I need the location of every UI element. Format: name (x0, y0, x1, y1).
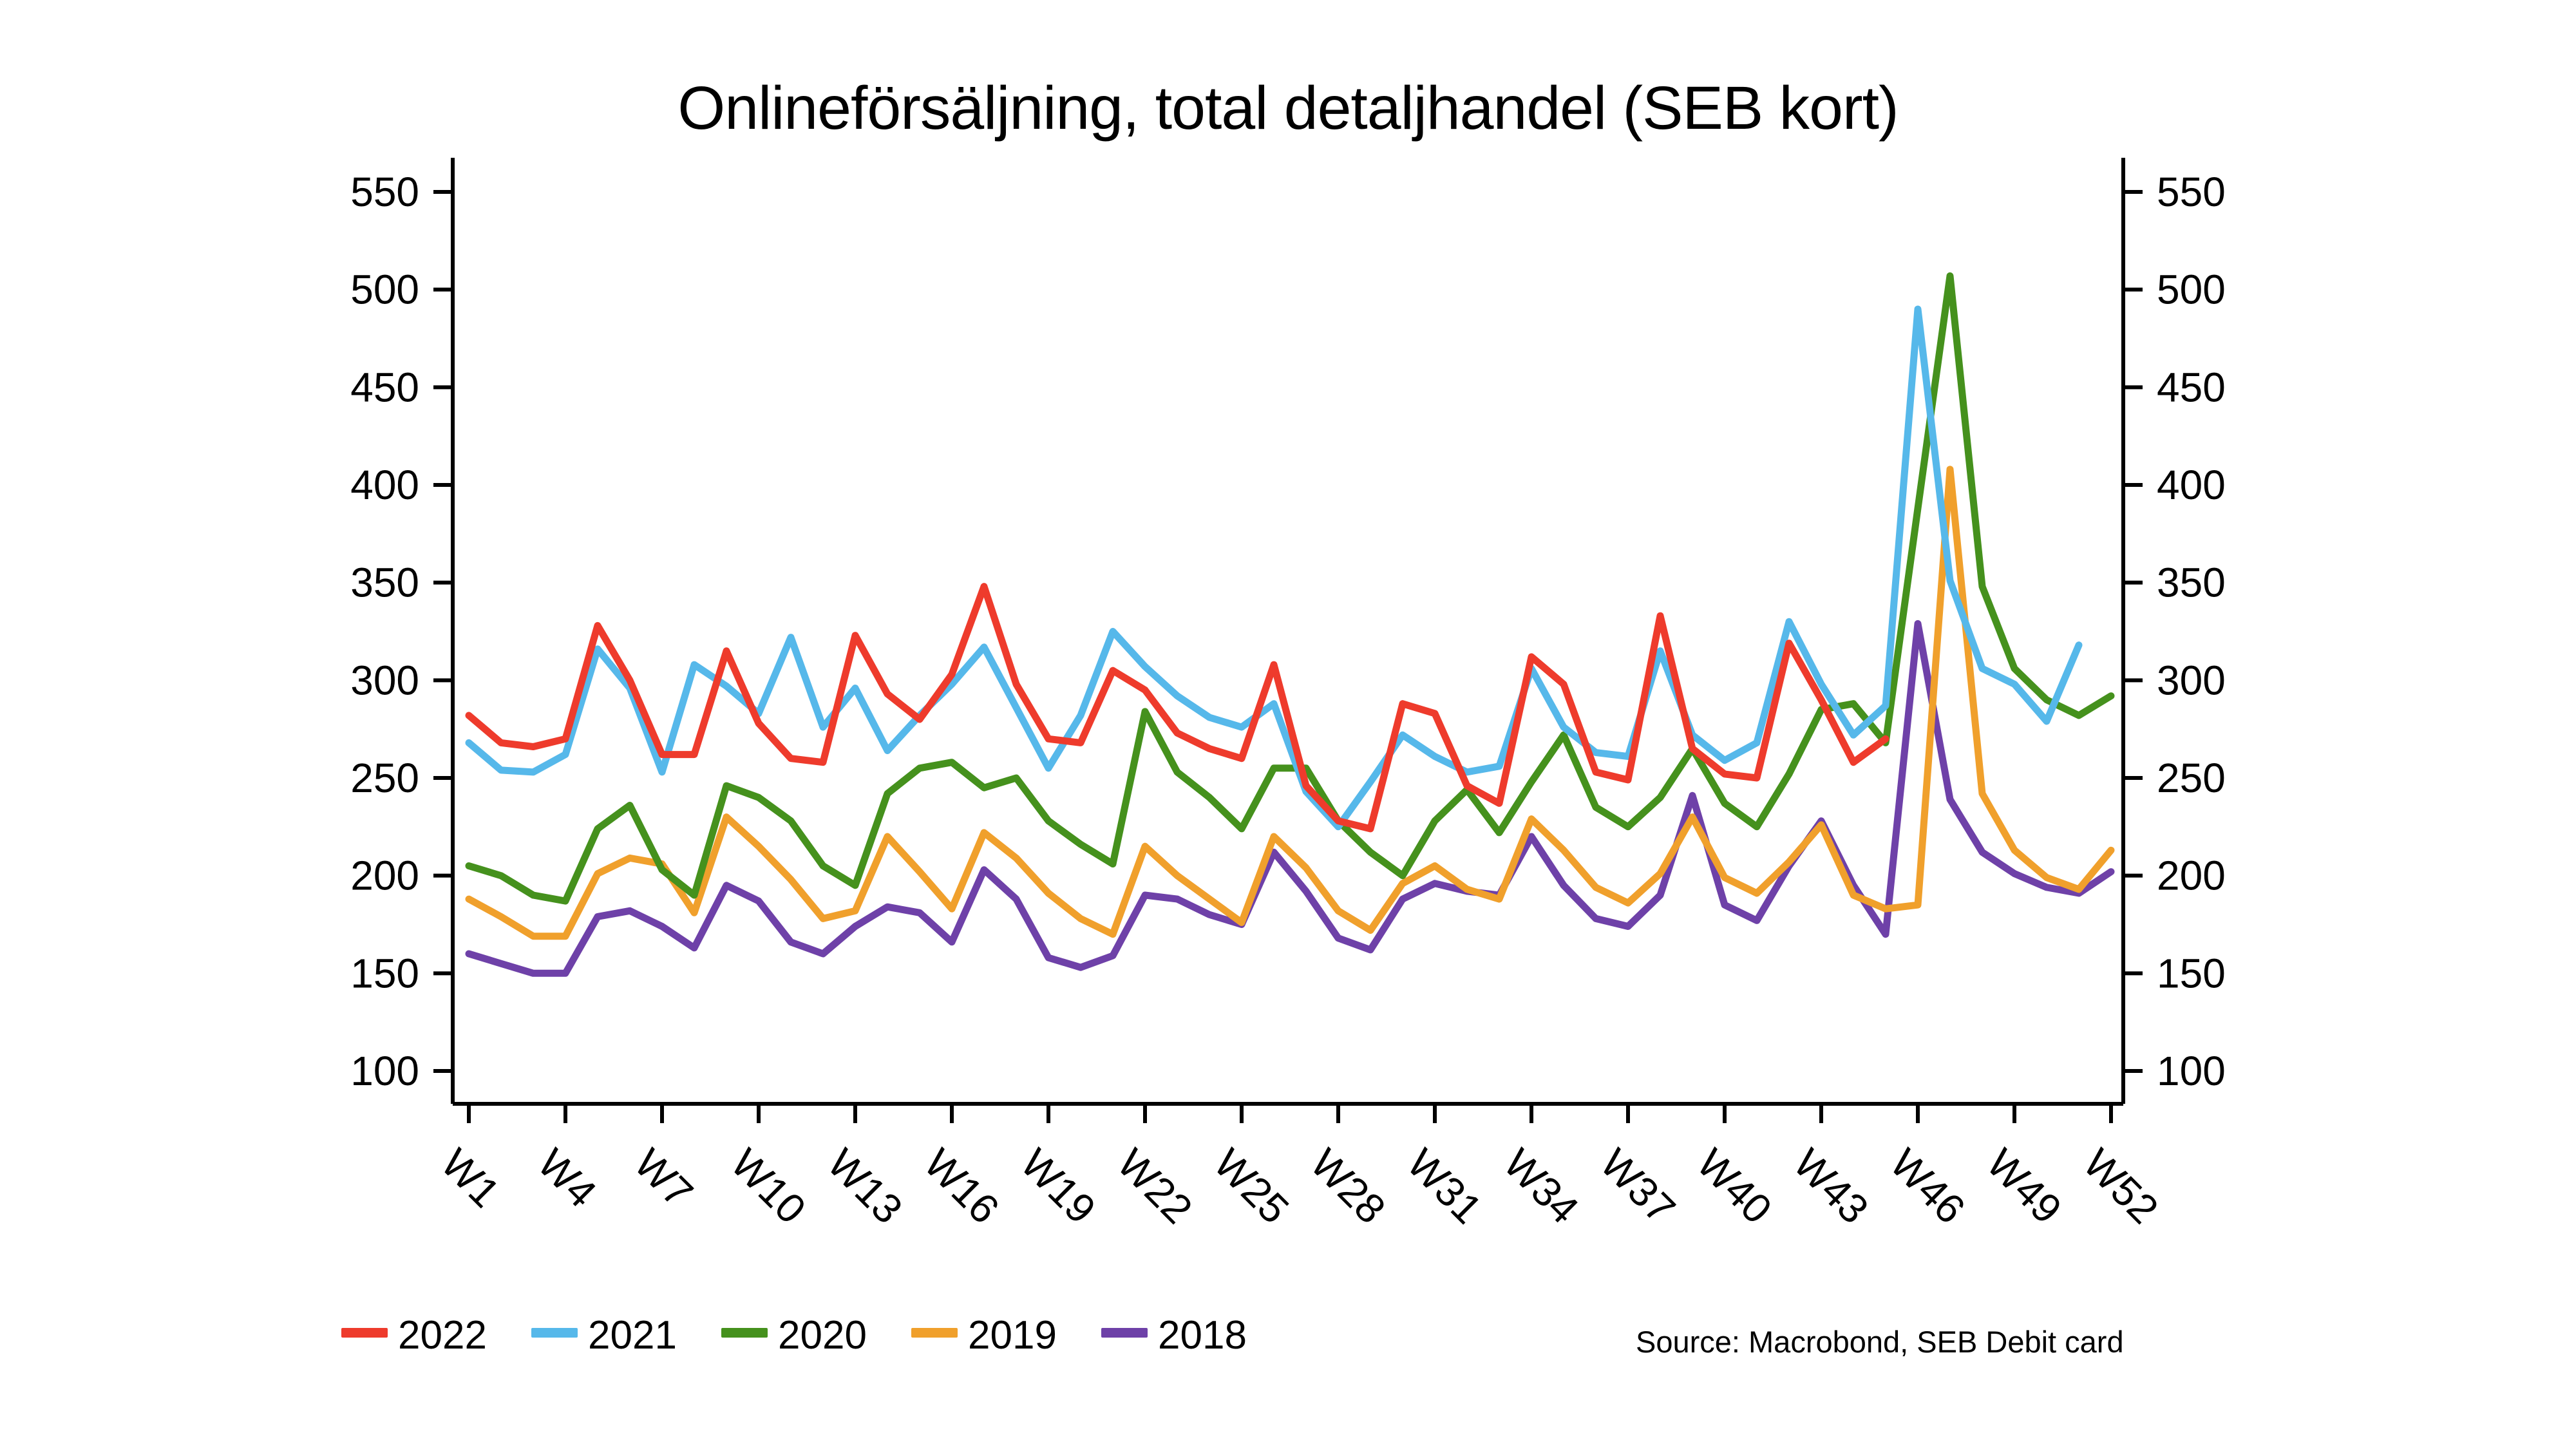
y-tick-label-right: 100 (2157, 1048, 2226, 1094)
legend-swatch-2018 (1101, 1328, 1148, 1338)
series-line-2020 (465, 272, 2115, 905)
legend-swatch-2022 (341, 1328, 388, 1338)
x-tick-label: W13 (819, 1140, 911, 1233)
y-tick-label-left: 300 (350, 657, 419, 703)
y-tick-label-left: 150 (350, 950, 419, 996)
legend-label-2022: 2022 (398, 1313, 487, 1358)
legend-label-2018: 2018 (1158, 1313, 1247, 1358)
y-tick-label-left: 250 (350, 755, 419, 801)
series-lines (465, 272, 2115, 977)
x-axis-ticks: W1 W4 W7 W10 W13 W16 W19 W22 W25 W28 W31 W34 W37 W40 W… (432, 1104, 2167, 1233)
x-tick-label: W37 (1591, 1140, 1684, 1233)
x-tick-label: W43 (1785, 1140, 1877, 1233)
legend-swatch-2021 (531, 1328, 578, 1338)
x-tick-label: W31 (1398, 1140, 1491, 1233)
y-tick-label-right: 350 (2157, 560, 2226, 606)
y-tick-label-left: 100 (350, 1048, 419, 1094)
series-line-2019 (465, 466, 2115, 940)
y-tick-label-right: 150 (2157, 950, 2226, 996)
chart-title: Onlineförsäljning, total detaljhandel (S… (677, 74, 1898, 142)
series-line-2022 (465, 583, 1889, 833)
legend-item-2021: 2021 (531, 1313, 677, 1358)
x-tick-label: W1 (432, 1140, 509, 1217)
legend-label-2020: 2020 (778, 1313, 867, 1358)
y-tick-label-right: 250 (2157, 755, 2226, 801)
x-tick-label: W28 (1302, 1140, 1394, 1233)
x-tick-label: W49 (1978, 1140, 2070, 1233)
x-tick-label: W25 (1205, 1140, 1298, 1233)
x-tick-label: W16 (915, 1140, 1008, 1233)
legend-item-2018: 2018 (1101, 1313, 1247, 1358)
source-note: Source: Macrobond, SEB Debit card (1636, 1325, 2124, 1359)
legend: 2022 2021 2020 2019 2018 (341, 1313, 1247, 1358)
x-tick-label: W10 (722, 1140, 815, 1233)
x-tick-label: W34 (1495, 1140, 1587, 1233)
y-axis-left-ticks: 100 150 200 250 300 350 400 450 500 550 (350, 169, 453, 1094)
x-tick-label: W7 (625, 1140, 702, 1217)
axes-spines (451, 158, 2125, 1106)
y-tick-label-right: 550 (2157, 169, 2226, 215)
y-tick-label-left: 200 (350, 853, 419, 899)
legend-item-2019: 2019 (911, 1313, 1057, 1358)
y-tick-label-left: 450 (350, 364, 419, 410)
legend-swatch-2020 (721, 1328, 768, 1338)
legend-item-2022: 2022 (341, 1313, 487, 1358)
y-tick-label-right: 200 (2157, 853, 2226, 899)
y-tick-label-left: 400 (350, 462, 419, 508)
y-tick-label-right: 400 (2157, 462, 2226, 508)
legend-label-2021: 2021 (588, 1313, 677, 1358)
x-tick-label: W52 (2074, 1140, 2167, 1233)
plot-area: 100 150 200 250 300 350 400 450 500 550 100 150 200… (350, 158, 2226, 1233)
y-tick-label-right: 300 (2157, 657, 2226, 703)
y-tick-label-left: 500 (350, 267, 419, 313)
legend-label-2019: 2019 (968, 1313, 1057, 1358)
series-line-2021 (465, 305, 2083, 831)
y-tick-label-right: 450 (2157, 364, 2226, 410)
x-tick-label: W4 (529, 1140, 605, 1217)
legend-item-2020: 2020 (721, 1313, 867, 1358)
x-tick-label: W22 (1108, 1140, 1201, 1233)
legend-swatch-2019 (911, 1328, 958, 1338)
y-tick-label-left: 350 (350, 560, 419, 606)
y-axis-right-ticks: 100 150 200 250 300 350 400 450 500 550 (2123, 169, 2226, 1094)
y-tick-label-left: 550 (350, 169, 419, 215)
y-tick-label-right: 500 (2157, 267, 2226, 313)
x-tick-label: W46 (1881, 1140, 1974, 1233)
x-tick-label: W19 (1012, 1140, 1104, 1233)
x-tick-label: W40 (1688, 1140, 1781, 1233)
